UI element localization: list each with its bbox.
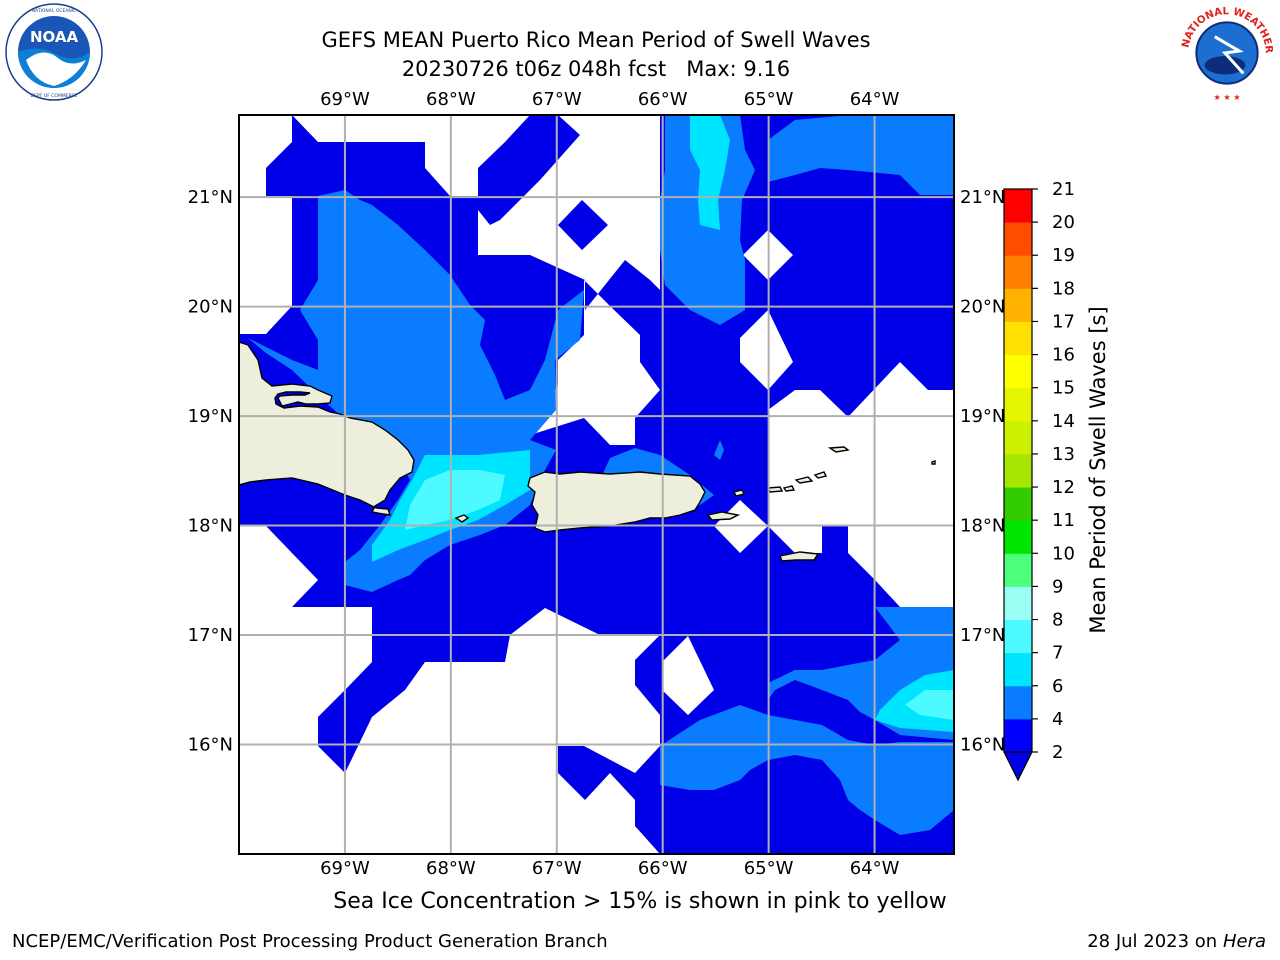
axis-labels: 69°W 69°W 68°W 68°W 67°W 67°W 66°W 66°W 65°W 65°W… <box>188 89 1006 879</box>
nws-logo: NATIONAL WEATHER SERVICE ★ ★ ★ <box>1176 2 1276 102</box>
colorbar-tick-label: 10 <box>1052 543 1075 564</box>
title-line-1: GEFS MEAN Puerto Rico Mean Period of Swe… <box>321 28 871 52</box>
lon-label-top: 65°W <box>744 89 794 110</box>
lat-label-right: 16°N <box>960 735 1005 756</box>
svg-text:NOAA: NOAA <box>30 28 79 46</box>
colorbar-frame <box>1003 188 1033 753</box>
map-plot-area <box>239 115 954 854</box>
st-thomas <box>766 486 784 493</box>
lon-label-bottom: 66°W <box>638 858 688 879</box>
colorbar-tick-label: 4 <box>1052 709 1063 730</box>
island-small-1 <box>454 514 470 523</box>
lat-label-right: 18°N <box>960 516 1005 537</box>
lon-label-top: 68°W <box>426 89 476 110</box>
lat-label-left: 21°N <box>188 187 233 208</box>
colorbar-tick-label: 13 <box>1052 444 1075 465</box>
colorbar-tick-label: 6 <box>1052 676 1063 697</box>
colorbar-label: Mean Period of Swell Waves [s] <box>1086 306 1110 633</box>
colorbar-segment <box>1004 652 1032 687</box>
colorbar-tick-label: 17 <box>1052 311 1075 332</box>
lon-label-bottom: 65°W <box>744 858 794 879</box>
lat-label-left: 20°N <box>188 297 233 318</box>
contour-fill-2-4s <box>248 115 954 835</box>
colorbar-segment <box>1004 321 1032 356</box>
colorbar-segment <box>1004 520 1032 554</box>
lat-label-right: 20°N <box>960 297 1005 318</box>
colorbar-tick-label: 7 <box>1052 643 1063 664</box>
colorbar-tick-label: 18 <box>1052 278 1075 299</box>
title-line-2: 20230726 t06z 048h fcst Max: 9.16 <box>401 57 791 81</box>
contour-fill-6-7s <box>405 470 954 720</box>
sombrero <box>931 460 936 465</box>
culebra <box>732 489 746 497</box>
colorbar-segment <box>1004 718 1032 753</box>
colorbar-tick-label: 19 <box>1052 245 1075 266</box>
noaa-logo: NOAA NATIONAL OCEANIC DEPT OF COMMERCE <box>5 3 103 101</box>
lon-label-top: 67°W <box>532 89 582 110</box>
lat-label-right: 19°N <box>960 406 1005 427</box>
colorbar: 21 20 19 18 17 16 15 14 13 12 11 10 9 8 7 6 4 2 <box>1003 179 1075 782</box>
lon-label-top: 69°W <box>320 89 370 110</box>
lon-label-top: 64°W <box>850 89 900 110</box>
map-title: GEFS MEAN Puerto Rico Mean Period of Swe… <box>296 26 896 84</box>
sea-ice-note: Sea Ice Concentration > 15% is shown in … <box>333 889 947 914</box>
graticule <box>239 115 954 854</box>
st-john <box>782 485 796 492</box>
colorbar-tick-label: 16 <box>1052 345 1075 366</box>
colorbar-tick-label: 12 <box>1052 477 1075 498</box>
lat-label-left: 17°N <box>188 625 233 646</box>
colorbar-segment <box>1004 354 1032 389</box>
colorbar-segment <box>1004 288 1032 322</box>
colorbar-tick-label: 11 <box>1052 510 1075 531</box>
lat-label-left: 18°N <box>188 516 233 537</box>
map-border <box>238 114 955 855</box>
colorbar-segment <box>1004 487 1032 521</box>
svg-text:NATIONAL OCEANIC: NATIONAL OCEANIC <box>32 8 77 14</box>
colorbar-tick-label: 8 <box>1052 610 1063 631</box>
footer-date-text: 28 Jul 2023 on <box>1087 931 1223 952</box>
colorbar-tick-label: 9 <box>1052 576 1063 597</box>
footer-host: Hera <box>1222 931 1266 952</box>
lon-label-bottom: 69°W <box>320 858 370 879</box>
vieques <box>706 511 741 521</box>
colorbar-segment <box>1004 453 1032 488</box>
colorbar-segment <box>1004 255 1032 289</box>
hispaniola <box>239 341 415 516</box>
lat-label-right: 21°N <box>960 187 1005 208</box>
lat-label-left: 16°N <box>188 735 233 756</box>
colorbar-segment <box>1004 222 1032 256</box>
colorbar-segment <box>1004 387 1032 422</box>
colorbar-extend-triangle <box>1003 751 1033 782</box>
svg-text:★ ★ ★: ★ ★ ★ <box>1213 92 1240 102</box>
colorbar-segment <box>1004 685 1032 720</box>
colorbar-segment <box>1004 189 1032 223</box>
virgin-gorda <box>813 471 828 479</box>
colorbar-segment <box>1004 553 1032 587</box>
puerto-rico <box>527 471 706 533</box>
colorbar-tick-label: 2 <box>1052 742 1063 763</box>
colorbar-tick-label: 21 <box>1052 179 1075 200</box>
lat-label-right: 17°N <box>960 625 1005 646</box>
lon-label-bottom: 68°W <box>426 858 476 879</box>
colorbar-segment <box>1004 619 1032 654</box>
colorbar-segment <box>1004 586 1032 621</box>
lon-label-bottom: 67°W <box>532 858 582 879</box>
lat-label-left: 19°N <box>188 406 233 427</box>
st-croix <box>779 551 820 562</box>
lon-label-top: 66°W <box>638 89 688 110</box>
landmasses <box>239 341 936 562</box>
svg-text:DEPT OF COMMERCE: DEPT OF COMMERCE <box>31 93 78 99</box>
colorbar-tick-label: 14 <box>1052 411 1075 432</box>
lon-label-bottom: 64°W <box>850 858 900 879</box>
anegada <box>827 446 850 453</box>
tortola <box>794 476 814 484</box>
footer-credit: NCEP/EMC/Verification Post Processing Pr… <box>12 931 608 952</box>
colorbar-segment <box>1004 420 1032 455</box>
colorbar-tick-label: 20 <box>1052 212 1075 233</box>
footer-date: 28 Jul 2023 on Hera <box>1087 931 1266 952</box>
colorbar-tick-label: 15 <box>1052 378 1075 399</box>
